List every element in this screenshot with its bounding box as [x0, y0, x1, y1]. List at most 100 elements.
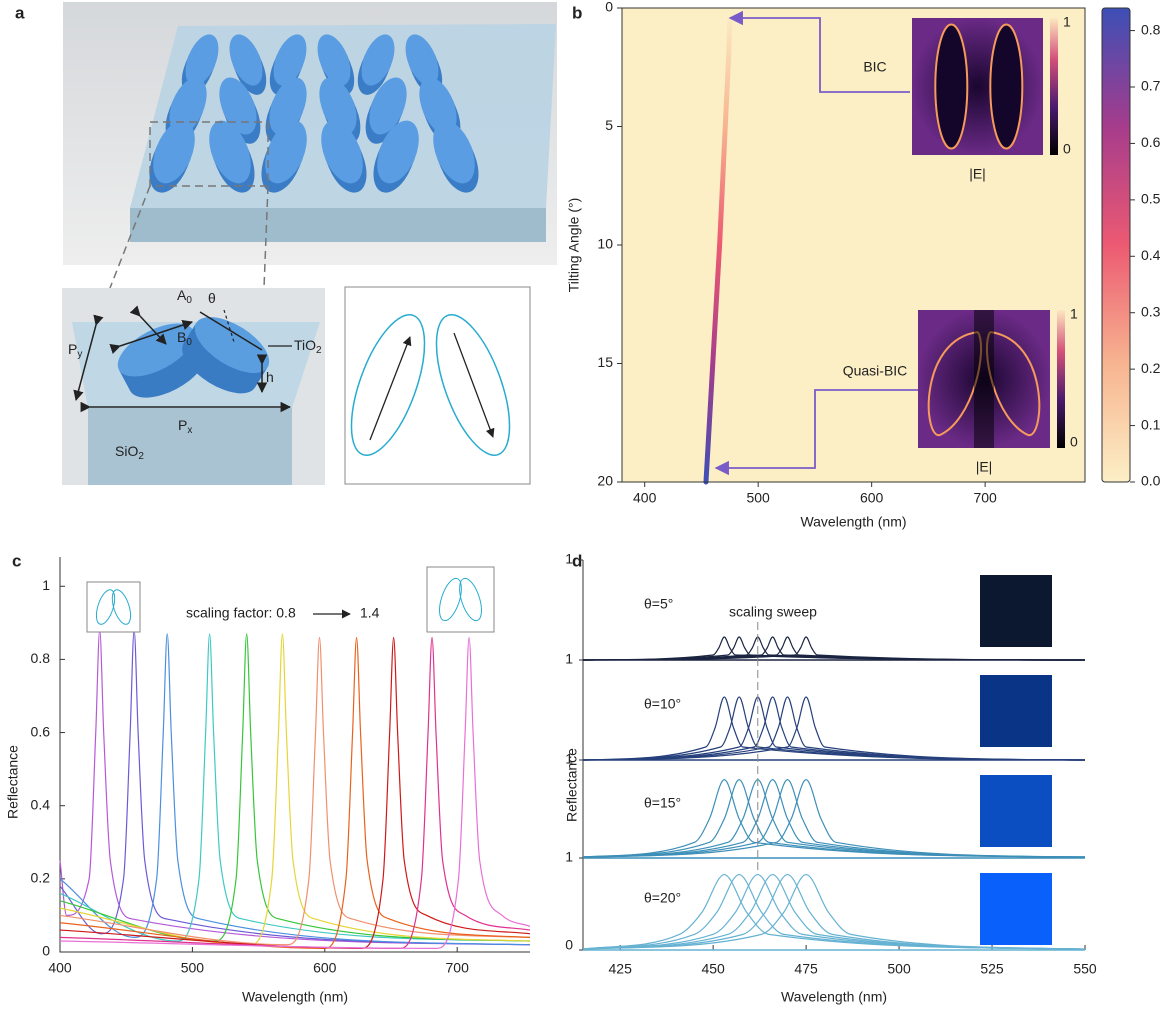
diagram-label: A0 — [177, 287, 192, 306]
y-axis-label: Reflectance — [564, 748, 580, 822]
spectrum-line — [582, 873, 1086, 950]
x-tick-label: 600 — [860, 490, 884, 506]
subplot-label: θ=15° — [644, 795, 681, 811]
pillar-top — [317, 34, 351, 86]
label-subscript: 0 — [186, 337, 192, 348]
colorbar — [1101, 7, 1131, 483]
y-tick-label: 1 — [565, 651, 573, 667]
inset-label: |E| — [976, 459, 993, 475]
pillar-top — [377, 120, 419, 184]
field-lobe — [989, 23, 1024, 150]
field-lobe — [934, 23, 969, 150]
resonance-line — [703, 17, 733, 485]
inset-title: Quasi-BIC — [843, 363, 908, 379]
y-tick-label: 0 — [565, 937, 573, 953]
pillar — [209, 120, 255, 193]
spectrum-line — [582, 778, 1086, 858]
inset-title: BIC — [863, 59, 886, 75]
spectrum-line — [59, 629, 531, 946]
spectrum-line — [582, 778, 1086, 858]
colorbar-tick-label: 0.8 — [1141, 21, 1161, 37]
pillar-top — [269, 77, 307, 135]
spectrum-line — [59, 633, 531, 942]
y-tick-label: 1 — [565, 551, 573, 567]
unit-cell-ellipse — [459, 577, 482, 622]
spectrum-line — [59, 633, 531, 946]
x-tick-label: 425 — [609, 961, 633, 977]
spectrum-line — [59, 636, 531, 949]
y-axis-label: Reflectance — [5, 745, 21, 819]
spectrum-line — [59, 636, 531, 946]
y-tick-label: 1 — [565, 849, 573, 865]
spectrum-line — [59, 633, 531, 942]
spectrum-line — [59, 636, 531, 949]
x-tick-label: 475 — [794, 961, 818, 977]
color-swatch — [980, 873, 1052, 945]
pointer-arrow — [728, 10, 910, 93]
spectrum-line — [59, 629, 531, 946]
pillar-top — [419, 77, 457, 135]
pillar-top — [369, 77, 407, 135]
colorbar-tick-label: 0.6 — [1141, 134, 1161, 150]
subplot-label: θ=5° — [644, 596, 673, 612]
label-text: SiO — [115, 443, 138, 459]
pillar-top — [273, 34, 307, 86]
unit-cell-ellipse — [439, 577, 462, 622]
x-tick-label: 525 — [980, 961, 1004, 977]
x-tick-label: 700 — [446, 960, 470, 976]
pillar — [373, 120, 419, 193]
spectrum-line — [582, 696, 1086, 761]
x-tick-label: 500 — [181, 960, 205, 976]
unit-cell-ellipse — [95, 589, 116, 625]
annotation: 1.4 — [360, 605, 380, 621]
unit-cell-ellipse — [111, 589, 132, 625]
pillar-top — [185, 34, 219, 86]
annotation: scaling sweep — [729, 604, 817, 620]
pillar — [149, 120, 195, 193]
pillar — [229, 34, 267, 95]
y-tick-label: 0.6 — [31, 723, 51, 739]
inset-field — [912, 18, 1043, 155]
spectrum-line — [582, 873, 1086, 950]
pillar — [321, 120, 367, 193]
pillar-top — [219, 77, 257, 135]
unit-cell-box — [426, 566, 495, 633]
inset-colorbar-label: 1 — [1070, 306, 1078, 322]
x-axis-label: Wavelength (nm) — [242, 989, 348, 1005]
y-tick-label: 0 — [42, 943, 50, 959]
annotation: scaling factor: 0.8 — [186, 605, 296, 621]
inset-colorbar-label: 0 — [1063, 141, 1071, 157]
label-text: h — [266, 369, 274, 385]
color-swatch — [980, 675, 1052, 747]
x-tick-label: 700 — [973, 490, 997, 506]
pillar — [317, 34, 355, 95]
label-subscript: y — [77, 349, 82, 360]
colorbar-tick-label: 0.0 — [1141, 473, 1161, 489]
spectrum-line — [59, 636, 531, 949]
pillar-top — [153, 120, 195, 184]
label-subscript: 0 — [186, 295, 192, 306]
spectrum-line — [582, 873, 1086, 950]
spectrum-line — [582, 778, 1086, 858]
diagram-label: Py — [68, 341, 82, 360]
colorbar-tick-label: 0.7 — [1141, 78, 1161, 94]
spectrum-line — [582, 778, 1086, 858]
y-tick-label: 0 — [605, 0, 613, 15]
x-tick-label: 450 — [701, 961, 725, 977]
colorbar-tick-label: 0.1 — [1141, 416, 1161, 432]
x-tick-label: 400 — [48, 960, 72, 976]
x-tick-label: 500 — [887, 961, 911, 977]
label-text: P — [68, 341, 77, 357]
pillar-top — [361, 34, 395, 86]
diagram-label: TiO2 — [294, 337, 322, 356]
y-tick-label: 0.4 — [31, 796, 51, 812]
label-subscript: 2 — [316, 345, 322, 356]
label-text: P — [178, 417, 187, 433]
pillar-top — [229, 34, 263, 86]
panel-a-render — [63, 2, 557, 289]
label-text: A — [177, 287, 187, 303]
inset-colorbar — [1050, 18, 1058, 155]
pillar-top — [265, 120, 307, 184]
